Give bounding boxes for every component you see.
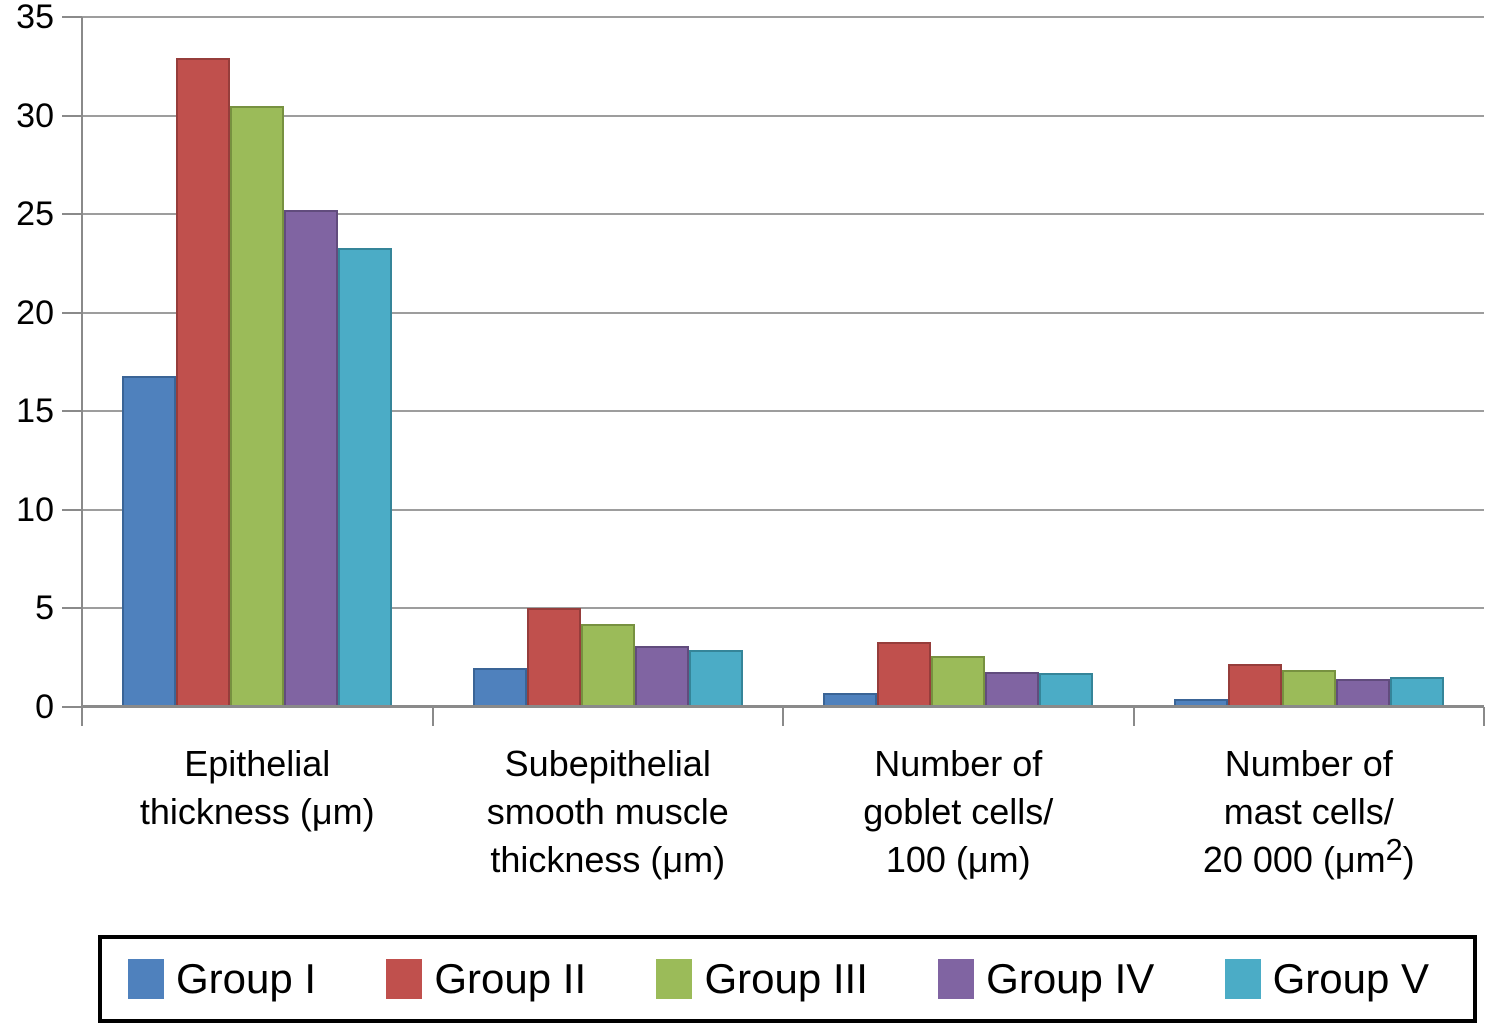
legend-entry-group-i: Group I xyxy=(128,955,316,1003)
x-tick-4 xyxy=(1483,707,1485,726)
gridline-5 xyxy=(82,607,1484,610)
bar-group-v-cat4 xyxy=(1389,677,1444,707)
x-tick-3 xyxy=(1133,707,1135,726)
x-axis-label-cat3: Number of goblet cells/100 (μm) xyxy=(863,743,1054,880)
bar-group-iv-cat2 xyxy=(634,646,689,707)
y-axis-label-15: 15 xyxy=(16,392,54,431)
legend-label-group-iii: Group III xyxy=(704,955,868,1002)
bar-group-ii-cat4 xyxy=(1227,664,1282,707)
legend-swatch-group-iv xyxy=(938,959,975,999)
legend-swatch-group-ii xyxy=(386,959,423,999)
legend-entry-group-iv: Group IV xyxy=(938,955,1154,1003)
y-axis-label-10: 10 xyxy=(16,490,54,529)
legend-entry-group-v: Group V xyxy=(1224,955,1429,1003)
bar-group-i-cat1 xyxy=(122,376,177,707)
bar-group-ii-cat3 xyxy=(877,642,932,707)
y-axis-label-30: 30 xyxy=(16,96,54,135)
legend-label-group-iv: Group IV xyxy=(986,955,1155,1002)
y-tick-30 xyxy=(62,114,82,117)
bar-group-i-cat2 xyxy=(472,668,527,707)
x-axis-label-cat4: Number of mast cells/20 000 (μm2) xyxy=(1202,743,1415,880)
legend-label-group-ii: Group II xyxy=(434,955,587,1002)
y-axis-label-25: 25 xyxy=(16,195,54,234)
y-tick-15 xyxy=(62,410,82,413)
legend-label-group-i: Group I xyxy=(176,955,317,1002)
x-axis-label-cat2: Subepithelial smooth muscle thickness (μm) xyxy=(486,743,729,880)
x-tick-2 xyxy=(782,707,784,726)
y-axis-line xyxy=(81,17,83,707)
gridline-30 xyxy=(82,114,1484,117)
bar-group-i-cat4 xyxy=(1173,699,1228,707)
plot-area: 0 5 10 15 20 25 30 35 xyxy=(16,0,1485,726)
bar-group-v-cat3 xyxy=(1039,673,1094,707)
legend-swatch-group-iii xyxy=(656,959,693,999)
y-axis-label-5: 5 xyxy=(35,589,54,628)
gridline-10 xyxy=(82,508,1484,511)
bar-group-i-cat3 xyxy=(823,693,878,707)
bar-group-ii-cat1 xyxy=(176,58,231,707)
x-axis-label-cat1: Epithelial thickness (μm) xyxy=(139,743,375,832)
y-axis-label-35: 35 xyxy=(16,0,54,36)
y-tick-5 xyxy=(62,607,82,610)
x-axis-labels: Epithelial thickness (μm) Subepithelial smo… xyxy=(82,740,1484,884)
y-axis-label-0: 0 xyxy=(35,688,54,726)
legend-entry-group-ii: Group II xyxy=(386,955,586,1003)
bar-group-iv-cat4 xyxy=(1335,679,1390,707)
bar-group-iii-cat1 xyxy=(230,106,285,707)
legend-entry-group-iii: Group III xyxy=(656,955,868,1003)
y-tick-35 xyxy=(62,16,82,18)
bar-group-iii-cat4 xyxy=(1281,670,1336,707)
x-axis-line xyxy=(82,705,1484,708)
y-tick-20 xyxy=(62,311,82,314)
y-tick-25 xyxy=(62,213,82,216)
legend: Group I Group II Group III Group IV Group V xyxy=(98,935,1477,1023)
y-tick-0 xyxy=(62,706,82,708)
x-tick-1 xyxy=(432,707,434,726)
bar-group-iii-cat3 xyxy=(931,656,986,707)
bar-group-iv-cat3 xyxy=(985,672,1040,707)
bar-group-v-cat1 xyxy=(338,248,393,707)
gridline-15 xyxy=(82,410,1484,413)
bar-group-ii-cat2 xyxy=(526,608,581,707)
legend-label-group-v: Group V xyxy=(1272,955,1429,1002)
legend-swatch-group-v xyxy=(1224,959,1261,999)
bar-group-iv-cat1 xyxy=(284,210,339,707)
gridline-25 xyxy=(82,213,1484,216)
gridline-35 xyxy=(82,16,1484,18)
y-tick-10 xyxy=(62,508,82,511)
x-tick-0 xyxy=(81,707,83,726)
legend-swatch-group-i xyxy=(128,959,164,999)
y-axis-label-20: 20 xyxy=(16,293,54,332)
bar-group-v-cat2 xyxy=(688,650,743,707)
bar-group-iii-cat2 xyxy=(580,624,635,707)
gridline-20 xyxy=(82,311,1484,314)
